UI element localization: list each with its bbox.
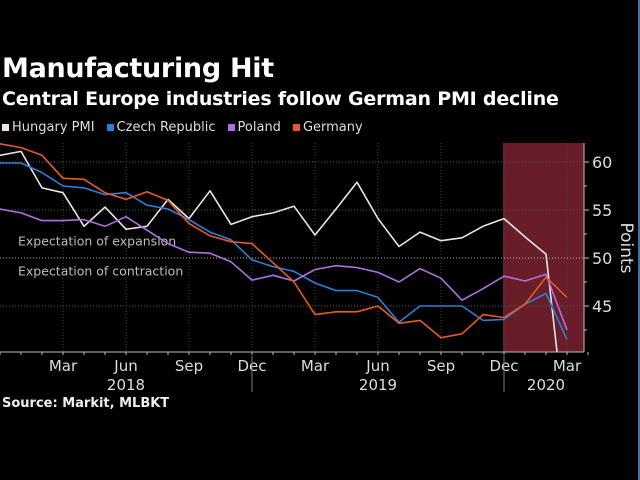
legend-swatch	[2, 124, 9, 131]
y-tick-label: 45	[592, 297, 612, 316]
legend-swatch	[106, 124, 114, 131]
x-year-label: 2019	[359, 376, 397, 394]
legend-label: Poland	[237, 120, 281, 135]
legend-item-germany: Germany	[292, 120, 363, 135]
series-line-poland	[0, 208, 568, 331]
legend-label: Germany	[302, 120, 363, 135]
annotation-contraction: Expectation of contraction	[18, 263, 183, 278]
series-group	[0, 143, 568, 352]
chart-title: Manufacturing Hit	[2, 53, 274, 84]
x-tick-label: Sep	[427, 357, 455, 375]
x-tick-label: Sep	[175, 357, 203, 375]
x-tick-label: Jun	[113, 357, 137, 375]
annotation-expansion: Expectation of expansion	[18, 234, 176, 249]
y-tick-label: 60	[592, 153, 612, 172]
x-tick-label: Mar	[301, 357, 330, 375]
source-note: Source: Markit, MLBKT	[2, 396, 170, 411]
legend-swatch	[227, 124, 235, 131]
y-tick-label: 55	[592, 201, 612, 220]
legend-label: Hungary PMI	[12, 120, 95, 135]
y-tick-label: 50	[592, 249, 612, 268]
chart-subtitle: Central Europe industries follow German …	[2, 88, 559, 110]
x-year-label: 2018	[107, 376, 145, 394]
x-tick-label: Jun	[365, 357, 389, 375]
window-edge	[638, 0, 640, 480]
x-year-label: 2020	[527, 376, 565, 394]
legend-item-poland: Poland	[227, 120, 281, 135]
legend: Hungary PMI Czech Republic Poland German…	[2, 120, 363, 135]
series-line-hungary-pmi	[0, 150, 558, 352]
highlight-region	[503, 143, 584, 352]
legend-label: Czech Republic	[116, 120, 216, 135]
series-line-czech-republic	[0, 162, 568, 340]
y-axis-label: Points	[616, 222, 636, 273]
legend-item-hungary: Hungary PMI	[2, 120, 95, 135]
series-line-germany	[0, 143, 568, 339]
legend-swatch	[292, 124, 300, 131]
x-tick-label: Mar	[49, 357, 78, 375]
legend-item-czech: Czech Republic	[106, 120, 216, 135]
x-tick-label: Mar	[553, 357, 582, 375]
